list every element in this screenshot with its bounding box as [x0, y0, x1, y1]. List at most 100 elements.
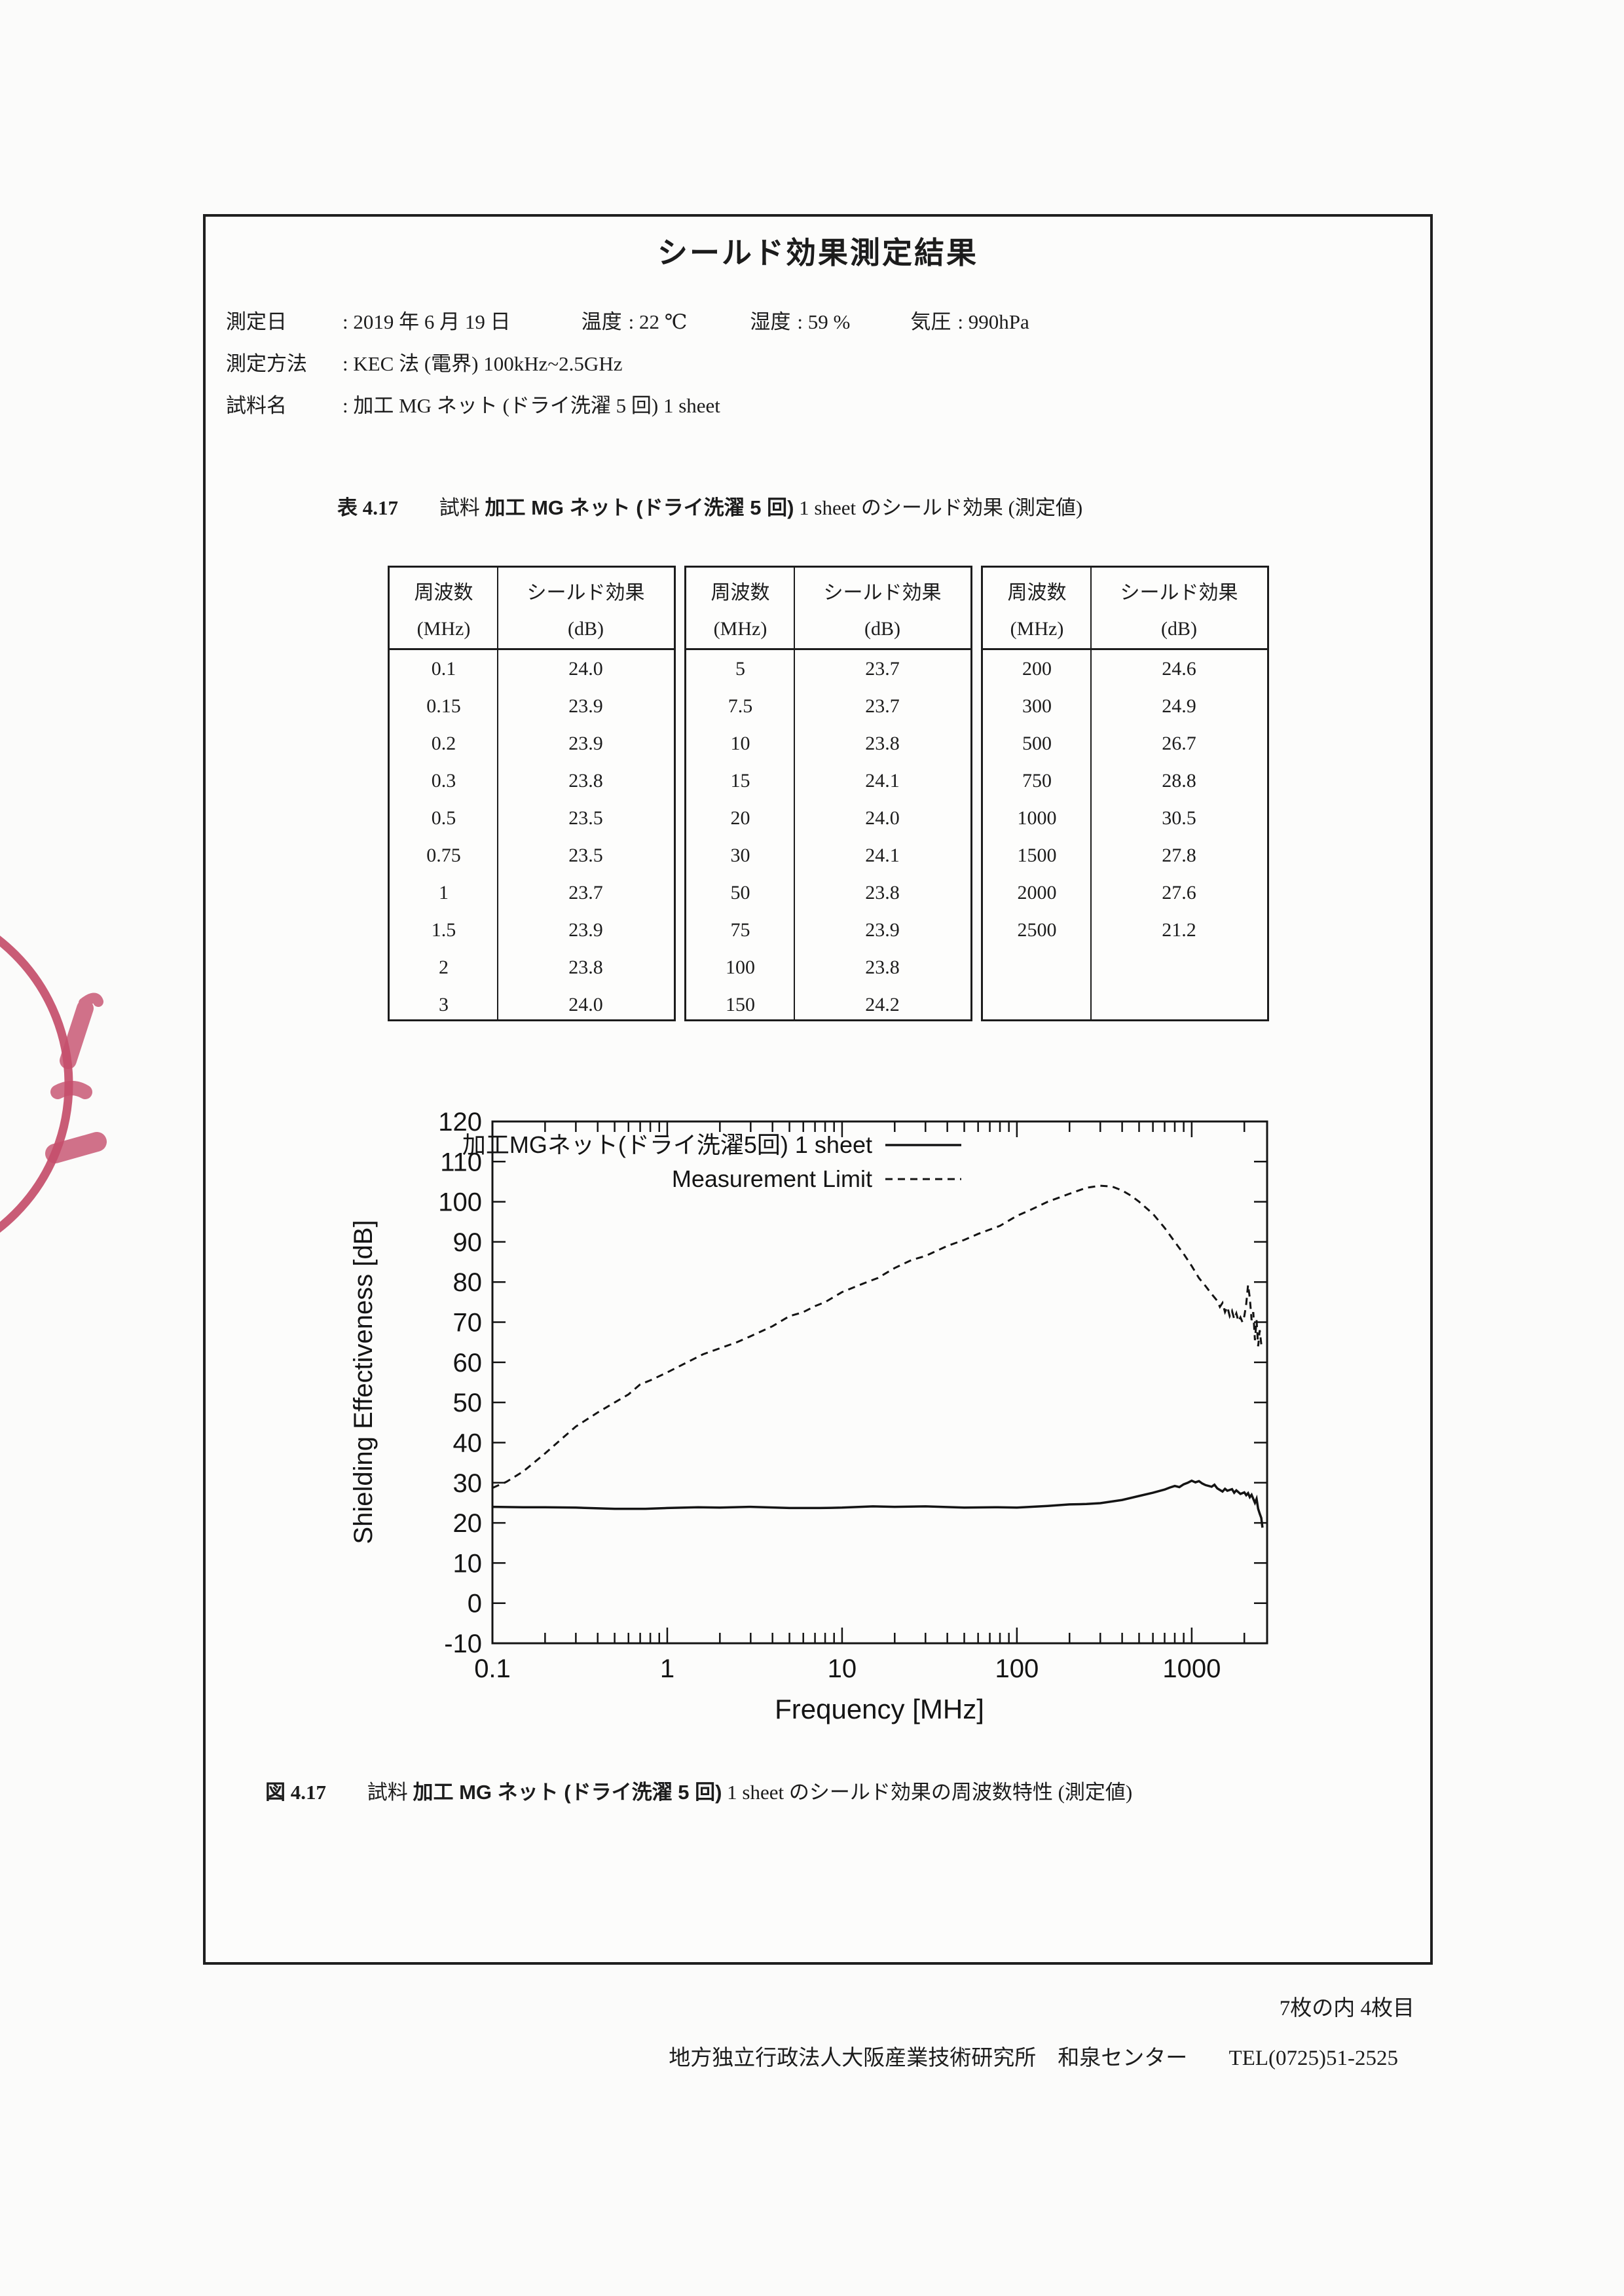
figure-caption-suffix: のシールド効果の周波数特性 (測定値): [788, 1781, 1133, 1804]
table-group-2: 周波数 (MHz) シールド効果 (dB) 5 23.7 7.5 23.7 10 23.8 15 24…: [684, 566, 972, 1021]
col-header-frequency: 周波数 (MHz): [414, 581, 473, 640]
info-row-sample: 試料名 : 加工 MG ネット (ドライ洗濯 5 回) 1 sheet: [226, 389, 1411, 431]
organization-name: 地方独立行政法人大阪産業技術研究所 和泉センター: [669, 2047, 1188, 2070]
cell-shielding: 23.9: [865, 919, 900, 941]
cell-frequency: 0.2: [431, 732, 456, 754]
cell-shielding: 24.1: [865, 769, 900, 792]
cell-shielding: 21.2: [1162, 919, 1196, 941]
col-header-frequency: 周波数 (MHz): [1007, 581, 1067, 640]
organization-line: 地方独立行政法人大阪産業技術研究所 和泉センター TEL(0725)51-252…: [0, 2040, 1398, 2071]
info-row-conditions: 測定日 : 2019 年 6 月 19 日 温度 : 22 ℃ 湿度 : 59 …: [226, 305, 1411, 347]
x-tick-label: 1: [660, 1654, 674, 1683]
cell-frequency: 300: [1022, 695, 1052, 717]
cell-frequency: 50: [730, 881, 750, 903]
table-caption-suffix: のシールド効果 (測定値): [860, 496, 1083, 519]
series-measurement-limit: [492, 1184, 1263, 1489]
legend-label: 加工MGネット(ドライ洗濯5回) 1 sheet: [462, 1131, 872, 1158]
x-tick-label: 0.1: [474, 1654, 511, 1683]
y-tick-label: 70: [453, 1309, 483, 1338]
cell-frequency: 100: [726, 956, 755, 978]
cell-shielding: 23.7: [865, 695, 900, 717]
y-tick-label: 40: [453, 1429, 483, 1457]
cell-frequency: 7.5: [728, 695, 753, 717]
y-tick-label: 20: [453, 1509, 483, 1538]
cell-frequency: 500: [1022, 732, 1052, 754]
cell-shielding: 24.6: [1162, 657, 1196, 680]
col-header-frequency: 周波数 (MHz): [710, 581, 770, 640]
y-tick-label: 60: [453, 1349, 483, 1377]
table-group-3: 周波数 (MHz) シールド効果 (dB) 200 24.6 300 24.9 500 26.7 7…: [981, 566, 1269, 1021]
date-label: 測定日: [226, 310, 287, 333]
cell-shielding: 27.8: [1162, 844, 1196, 866]
cell-shielding: 23.8: [568, 956, 603, 978]
cell-frequency: 200: [1022, 657, 1052, 680]
header-divider: [983, 648, 1267, 650]
y-tick-label: 100: [438, 1188, 482, 1217]
temperature-value: : 22 ℃: [628, 310, 688, 333]
measurement-info: 測定日 : 2019 年 6 月 19 日 温度 : 22 ℃ 湿度 : 59 …: [226, 305, 1411, 431]
method-value: : KEC 法 (電界) 100kHz~2.5GHz: [342, 352, 623, 375]
cell-shielding: 23.7: [865, 657, 900, 680]
cell-shielding: 23.9: [568, 919, 603, 941]
axis-ticks: [491, 1120, 1267, 1645]
col-header-shielding: シールド効果 (dB): [526, 581, 645, 640]
y-tick-label: 80: [453, 1268, 483, 1297]
cell-frequency: 750: [1022, 769, 1052, 792]
cell-frequency: 1: [439, 881, 449, 903]
cell-frequency: 0.15: [426, 695, 461, 717]
red-stamp: [0, 936, 107, 1233]
cell-frequency: 0.3: [431, 769, 456, 792]
table-caption-sample-name: 加工 MG ネット (ドライ洗濯 5 回): [485, 496, 794, 519]
col-header-shielding: シールド効果 (dB): [1120, 581, 1238, 640]
stamp-glyph-fragment: [50, 1081, 92, 1099]
cell-frequency: 2500: [1017, 919, 1057, 941]
cell-shielding: 24.9: [1162, 695, 1196, 717]
sample-value: : 加工 MG ネット (ドライ洗濯 5 回) 1 sheet: [342, 394, 720, 417]
page-indicator: 7枚の内 4枚目: [1279, 1997, 1414, 2020]
sample-label: 試料名: [226, 394, 287, 417]
x-tick-label: 100: [995, 1654, 1039, 1683]
column-divider: [497, 568, 498, 1019]
col-header-shielding: シールド効果 (dB): [823, 581, 942, 640]
cell-shielding: 23.8: [568, 769, 603, 792]
cell-frequency: 20: [730, 807, 750, 829]
cell-shielding: 23.9: [568, 732, 603, 754]
pressure-label: 気圧: [910, 310, 951, 333]
figure-caption-pre: 試料: [367, 1781, 408, 1804]
table-group-1: 周波数 (MHz) シールド効果 (dB) 0.1 24.0 0.15 23.9 0.2 23.9…: [388, 566, 676, 1021]
header-divider: [390, 648, 674, 650]
stamp-glyph-fragment: [60, 1000, 94, 1069]
cell-shielding: 24.1: [865, 844, 900, 866]
cell-frequency: 2000: [1017, 881, 1057, 903]
frequency-response-chart: -10 0 10 20 30 40 50 60 70 80 90 100 110 120 0.1 1 10 100…: [314, 1074, 1336, 1768]
y-tick-label: 10: [453, 1549, 483, 1578]
figure-caption: 図 4.17 試料 加工 MG ネット (ドライ洗濯 5 回) 1 sheet …: [265, 1776, 1132, 1805]
column-divider: [794, 568, 795, 1019]
cell-frequency: 0.1: [431, 657, 456, 680]
cell-frequency: 1.5: [431, 919, 456, 941]
pressure-value: : 990hPa: [957, 310, 1029, 333]
table-caption-pre: 試料: [439, 496, 480, 519]
cell-shielding: 23.5: [568, 844, 603, 866]
temperature-label: 温度: [581, 310, 622, 333]
cell-frequency: 150: [726, 993, 755, 1015]
figure-caption-sample-en: 1 sheet: [727, 1781, 784, 1804]
cell-shielding: 24.0: [568, 993, 603, 1015]
y-tick-label: 120: [438, 1108, 482, 1137]
cell-frequency: 75: [730, 919, 750, 941]
cell-frequency: 10: [730, 732, 750, 754]
cell-frequency: 30: [730, 844, 750, 866]
cell-shielding: 23.8: [865, 732, 900, 754]
cell-shielding: 27.6: [1162, 881, 1196, 903]
cell-shielding: 23.5: [568, 807, 603, 829]
cell-frequency: 3: [439, 993, 449, 1015]
cell-shielding: 23.7: [568, 881, 603, 903]
stamp-glyph-fragment: [45, 1132, 107, 1163]
page-title: シールド効果測定結果: [657, 236, 978, 270]
y-tick-label: 50: [453, 1389, 483, 1417]
series-sample: [492, 1479, 1264, 1528]
chart-legend: 加工MGネット(ドライ洗濯5回) 1 sheet Measurement Limi…: [462, 1131, 961, 1192]
cell-shielding: 23.9: [568, 695, 603, 717]
